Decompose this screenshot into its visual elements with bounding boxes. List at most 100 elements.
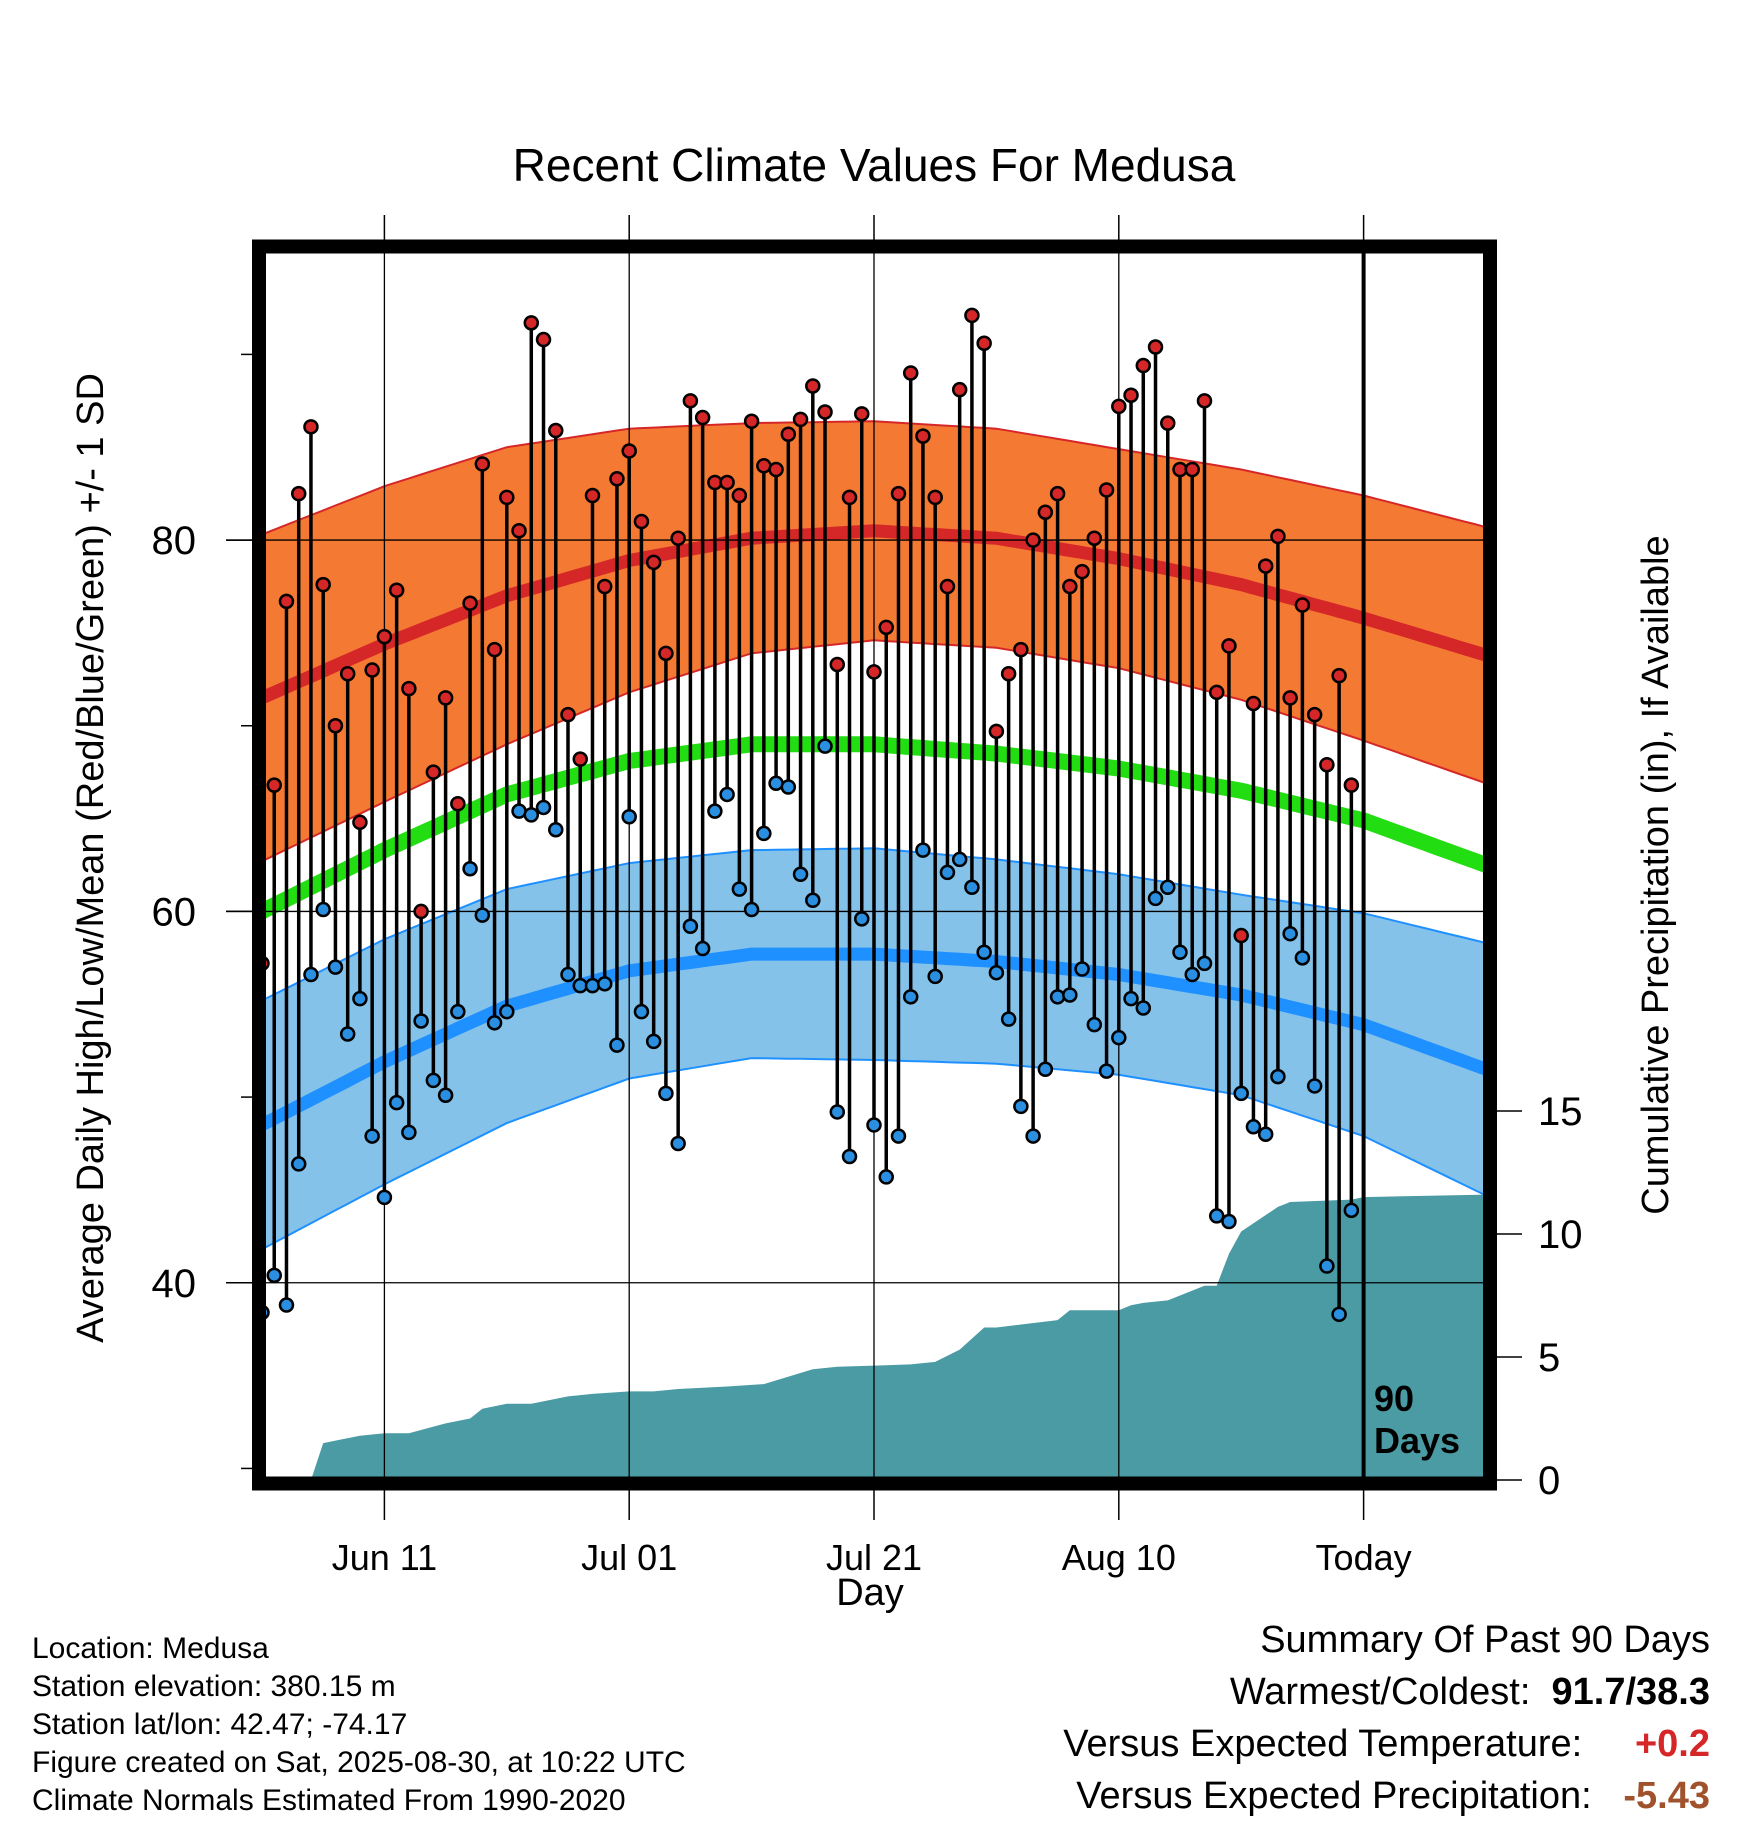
daily-high-point [1160,415,1176,431]
daily-high-point [327,717,344,734]
daily-high-point [1000,666,1017,682]
daily-high-point [548,422,564,439]
daily-high-point [890,485,907,502]
footer-created: Figure created on Sat, 2025-08-30, at 10… [32,1746,686,1779]
daily-high-point [560,706,576,723]
daily-low-point [902,989,919,1005]
daily-high-point [805,378,821,394]
daily-low-point [1049,989,1066,1005]
daily-high-point [388,582,405,598]
daily-high-point [1343,777,1360,793]
daily-high-point [866,664,882,680]
daily-high-point [1282,690,1298,706]
daily-high-point [1306,706,1323,723]
daily-high-point [1208,684,1225,701]
daily-low-point [645,1033,662,1050]
daily-high-point [792,411,809,428]
daily-high-point [939,578,956,595]
daily-low-point [266,1267,282,1284]
daily-high-point [743,413,760,429]
daily-high-point [1196,393,1213,409]
footer-normals: Climate Normals Estimated From 1990-2020 [32,1784,626,1817]
x-tick-label: Jun 11 [332,1537,437,1578]
daily-high-point [694,409,711,426]
daily-low-point [1294,950,1311,966]
daily-high-point [535,331,552,348]
daily-high-point [854,406,870,422]
daily-low-point [486,1015,503,1031]
daily-high-point [621,443,637,459]
daily-high-point [1098,482,1115,498]
daily-low-point [401,1124,417,1141]
left-y-tick-label: 60 [152,890,197,934]
daily-low-point [499,1003,515,1020]
daily-low-point [633,1003,650,1020]
daily-high-point [768,461,784,478]
daily-high-point [425,764,442,780]
daily-high-point [474,456,491,472]
daily-low-point [364,1128,380,1144]
daily-low-point [290,1156,307,1172]
daily-low-point [535,799,552,816]
summary-precip: Versus Expected Precipitation: -5.43 [1063,1770,1710,1822]
days-marker-label: 90 Days [1374,1378,1460,1462]
daily-high-point [315,576,331,593]
right-y-tick-label: 15 [1538,1090,1583,1134]
daily-low-point [1245,1119,1262,1135]
daily-high-point [339,666,356,682]
daily-high-point [364,662,380,678]
daily-high-point [1123,387,1139,404]
left-y-tick-label: 80 [152,519,197,563]
daily-high-point [572,751,588,767]
daily-low-point [829,1104,846,1120]
daily-high-point [278,593,295,610]
daily-low-point [670,1135,686,1152]
daily-high-point [1221,638,1237,654]
daily-high-point [413,903,429,920]
daily-low-point [731,881,748,897]
warm-cold-value: 91.7/38.3 [1551,1671,1710,1713]
daily-high-point [731,487,748,504]
daily-high-point [437,690,454,706]
daily-low-point [878,1169,894,1185]
daily-high-point [450,795,466,812]
daily-low-point [1147,890,1164,907]
daily-high-point [658,645,674,662]
daily-low-point [584,977,601,994]
daily-low-point [841,1148,858,1165]
daily-low-point [1074,961,1090,977]
daily-high-point [1049,485,1066,502]
daily-low-point [890,1128,907,1144]
daily-low-point [1257,1126,1274,1142]
daily-low-point [450,1003,466,1020]
summary-warm-cold: Warmest/Coldest: 91.7/38.3 [1063,1666,1710,1718]
plot-frame [252,239,1497,1491]
daily-high-point [645,554,662,571]
x-tick-label: Jul 21 [826,1537,922,1578]
summary-temp: Versus Expected Temperature: +0.2 [1063,1718,1710,1770]
daily-low-point [1184,966,1200,983]
cumulative-precip-area [262,1194,1486,1480]
daily-low-point [1037,1061,1054,1077]
daily-high-point [511,523,527,539]
daily-low-point [388,1094,405,1111]
right-y-tick-label: 0 [1538,1459,1560,1503]
daily-high-point [1147,339,1164,355]
daily-low-point [805,892,821,909]
daily-high-point [964,307,980,324]
daily-low-point [315,901,331,918]
daily-high-point [633,513,650,530]
daily-low-point [1270,1068,1286,1085]
footer-elevation: Station elevation: 380.15 m [32,1670,396,1703]
daily-high-point [401,680,417,697]
daily-low-point [1208,1208,1225,1224]
daily-low-point [707,803,723,819]
daily-high-point [609,471,625,487]
daily-high-point [303,419,319,435]
daily-low-point [425,1072,442,1089]
daily-low-point [327,959,344,975]
daily-high-point [523,315,540,331]
daily-low-point [437,1087,454,1103]
daily-high-point [1184,461,1200,478]
